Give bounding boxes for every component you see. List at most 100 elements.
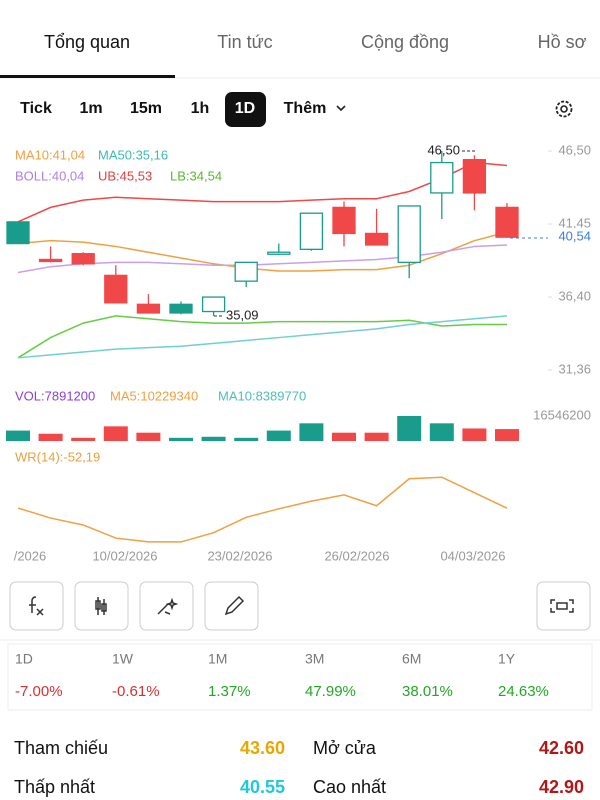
candle-body <box>38 258 63 263</box>
high-label: 46,50 <box>427 142 460 157</box>
candle-body <box>462 159 487 194</box>
timeframe[interactable]: Tick <box>20 100 52 117</box>
price-value: 42.90 <box>539 777 584 797</box>
date-label: 23/02/2026 <box>207 548 272 563</box>
volume-bar <box>169 437 193 441</box>
last-price-label: 40,54 <box>558 229 591 244</box>
period-label: 1M <box>208 651 227 667</box>
tab[interactable]: Tin tức <box>217 32 272 52</box>
volume-bar <box>6 430 30 441</box>
tool-button[interactable] <box>139 581 194 631</box>
volume-bar <box>103 426 128 441</box>
period-label: 6M <box>402 651 421 667</box>
tab[interactable]: Hồ sơ <box>538 32 587 52</box>
chevron[interactable] <box>336 105 346 112</box>
return-value: 47.99% <box>305 683 356 700</box>
candle-body <box>6 221 30 245</box>
candle-body <box>299 212 324 250</box>
volume-bar <box>71 437 96 441</box>
volume-max-label: 16546200 <box>533 407 591 422</box>
indicator-label: UB:45,53 <box>98 168 152 183</box>
period-label: 1W <box>112 651 134 667</box>
indicator-label: LB:34,54 <box>170 168 222 183</box>
tool-button[interactable] <box>536 581 591 631</box>
return-value: 24.63% <box>498 683 549 700</box>
candle-body <box>201 296 226 313</box>
timeframe[interactable]: 1h <box>191 100 210 117</box>
return-value: 1.37% <box>208 683 251 700</box>
candle-body <box>71 253 95 265</box>
indicator-label: MA10:41,04 <box>15 147 85 162</box>
settings-icon[interactable] <box>555 100 573 118</box>
tab-underline <box>0 75 175 78</box>
candle-body <box>136 303 161 314</box>
price-label: Cao nhất <box>313 777 386 797</box>
price-value: 42.60 <box>539 738 584 758</box>
indicator-line <box>17 161 508 223</box>
price-label: Thấp nhất <box>14 777 95 797</box>
date-label: 04/03/2026 <box>440 548 505 563</box>
tool-button[interactable] <box>74 581 129 631</box>
date-label: 10/02/2026 <box>92 548 157 563</box>
low-label: 35,09 <box>226 307 259 322</box>
toolbar <box>9 581 591 631</box>
tab[interactable]: Cộng đồng <box>361 32 449 52</box>
candle-body <box>104 274 128 304</box>
period-label: 1D <box>15 651 33 667</box>
indicator-label: BOLL:40,04 <box>15 168 84 183</box>
volume-bar <box>429 423 454 441</box>
price-label: Tham chiếu <box>14 738 108 758</box>
candle-body <box>332 206 356 235</box>
y-tick-label: 36,40 <box>558 289 591 304</box>
volume-label: MA5:10229340 <box>110 388 198 403</box>
volume-bar <box>201 436 226 441</box>
more[interactable]: Thêm <box>284 100 327 117</box>
candle-body <box>495 206 519 238</box>
candle-body <box>234 261 258 282</box>
last-price-bg <box>549 228 593 247</box>
period-label: 1Y <box>498 651 516 667</box>
tool-button[interactable] <box>204 581 259 631</box>
indicator-line <box>17 315 508 359</box>
volume-bar <box>299 423 324 441</box>
volume-bar <box>234 437 259 441</box>
timeframe[interactable]: 1m <box>79 100 102 117</box>
price-value: 40.55 <box>240 777 285 797</box>
price-value: 43.60 <box>240 738 285 758</box>
timeframe-selected[interactable] <box>225 92 266 127</box>
tool-icons <box>29 595 574 616</box>
candle-body <box>169 303 193 314</box>
return-value: 38.01% <box>402 683 453 700</box>
return-value: -7.00% <box>15 683 63 700</box>
period-label: 3M <box>305 651 324 667</box>
volume-bar <box>266 430 291 441</box>
wr-label: WR(14):-52,19 <box>15 449 100 464</box>
volume-label: VOL:7891200 <box>15 388 95 403</box>
y-tick-label: 31,36 <box>558 361 591 376</box>
volume-bar <box>364 432 389 441</box>
candle-body <box>364 232 389 246</box>
price-label: Mở cửa <box>313 738 377 758</box>
candle-body <box>267 251 291 255</box>
candle-body <box>397 205 421 264</box>
date-label: /2026 <box>14 548 47 563</box>
date-label: 26/02/2026 <box>324 548 389 563</box>
y-tick-label: 46,50 <box>558 142 591 157</box>
wr-line <box>17 476 508 543</box>
volume-label: MA10:8389770 <box>218 388 306 403</box>
volume-bar <box>332 432 356 441</box>
y-tick-label: 41,45 <box>558 215 591 230</box>
indicator-line <box>17 231 508 272</box>
candle-body <box>430 161 454 194</box>
timeframe[interactable]: 15m <box>130 100 162 117</box>
tool-button[interactable] <box>9 581 64 631</box>
volume-bar <box>397 416 422 441</box>
return-value: -0.61% <box>112 683 160 700</box>
timeframe[interactable]: 1D <box>235 100 255 117</box>
volume-bar <box>38 433 63 441</box>
returns-box <box>7 643 593 711</box>
volume-bar <box>495 429 519 441</box>
tab[interactable]: Tổng quan <box>44 32 130 52</box>
